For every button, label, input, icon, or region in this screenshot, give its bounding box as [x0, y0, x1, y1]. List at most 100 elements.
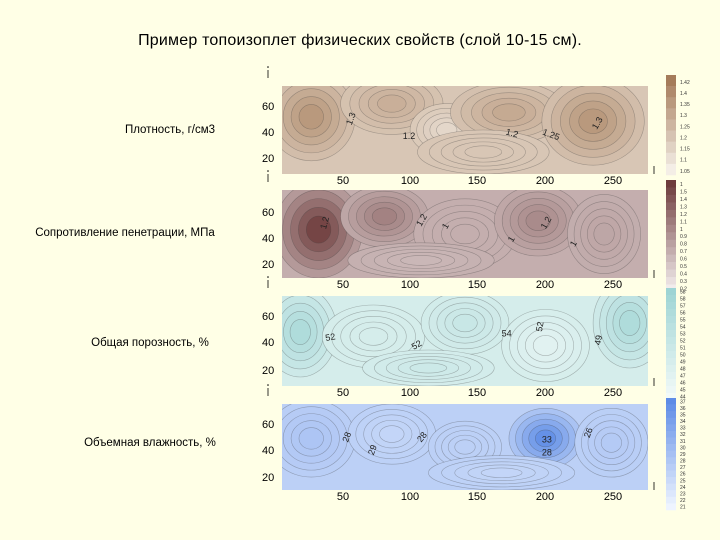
contour-label: 1.2 [403, 131, 416, 141]
legend-value: 1.42 [680, 80, 690, 86]
contour-map [282, 296, 648, 386]
legend-swatch [666, 323, 676, 331]
legend-swatch [666, 86, 676, 98]
legend-swatch [666, 130, 676, 142]
y-tick-label: 20 [262, 365, 274, 377]
legend-value: 48 [680, 367, 686, 373]
legend-swatch [666, 295, 676, 303]
legend-value: 57 [680, 304, 686, 310]
legend-value: 1.35 [680, 102, 690, 108]
x-tick-label: 100 [401, 387, 419, 399]
legend-swatch [666, 302, 676, 310]
x-tick-label: 150 [468, 491, 486, 503]
contour-label: 28 [415, 430, 429, 444]
x-tick-label: 200 [536, 491, 554, 503]
legend-value: 27 [680, 465, 686, 471]
x-tick-label: 150 [468, 279, 486, 291]
legend-value: 24 [680, 485, 686, 491]
contour-map [282, 86, 648, 174]
legend-swatch [666, 398, 676, 405]
x-tick-label: 150 [468, 387, 486, 399]
legend-value: 36 [680, 406, 686, 412]
legend-swatch [666, 262, 676, 270]
legend-value: 0.3 [680, 279, 687, 285]
legend-swatch [666, 152, 676, 165]
legend-value: 25 [680, 478, 686, 484]
y-tick-label: 40 [262, 233, 274, 245]
legend-swatch [666, 187, 676, 196]
panel-label-density: Плотность, г/см3 [124, 124, 216, 136]
contour-map [282, 404, 648, 490]
y-tick-label: 60 [262, 311, 274, 323]
legend-value: 30 [680, 445, 686, 451]
x-tick-label: 50 [337, 387, 349, 399]
legend-value: 55 [680, 318, 686, 324]
legend-value: 1.05 [680, 169, 690, 175]
legend-value: 0.7 [680, 249, 687, 255]
legend-value: 47 [680, 374, 686, 380]
panel-label-moisture: Объемная влажность, % [84, 437, 216, 449]
legend-swatch [666, 477, 676, 484]
contour-label: 49 [593, 334, 605, 346]
x-tick-label: 250 [604, 175, 622, 187]
panel-density: 1.3 1.2 1.2 1.25 1.3 60 40 20 50 100 150 200 250 1.42… [262, 66, 690, 187]
legend-swatch [666, 344, 676, 352]
legend-value: 1.15 [680, 147, 690, 153]
legend-value: 1.1 [680, 219, 687, 225]
legend-swatch [666, 217, 676, 226]
legend-swatch [666, 337, 676, 345]
legend-value: 0.8 [680, 242, 687, 248]
y-tick-label: 20 [262, 259, 274, 271]
legend-swatch [666, 202, 676, 211]
legend-value: 1.1 [680, 158, 687, 164]
legend-swatch [666, 194, 676, 203]
legend-value: 1.4 [680, 91, 687, 97]
legend-swatch [666, 224, 676, 233]
contour-label: 52 [410, 338, 424, 352]
legend-value: 46 [680, 381, 686, 387]
legend-value: 1.5 [680, 189, 687, 195]
contour-label: 1.3 [344, 111, 358, 126]
legend-swatch [666, 503, 676, 511]
legend-swatch [666, 316, 676, 324]
legend-swatch [666, 437, 676, 445]
x-tick-label: 200 [536, 387, 554, 399]
legend-swatch [666, 417, 676, 425]
legend-swatch [666, 463, 676, 471]
legend-value: 58 [680, 297, 686, 303]
y-tick-label: 60 [262, 207, 274, 219]
contour-label: 52 [325, 331, 337, 343]
x-tick-label: 100 [401, 491, 419, 503]
legend-value: 54 [680, 325, 686, 331]
y-tick-label: 40 [262, 337, 274, 349]
legend-swatch [666, 330, 676, 338]
legend-value: 56 [680, 311, 686, 317]
legend-value: 26 [680, 472, 686, 478]
contour-map [282, 190, 648, 278]
x-tick-label: 250 [604, 491, 622, 503]
legend-value: 1.25 [680, 124, 690, 130]
legend-value: 1.2 [680, 212, 687, 218]
legend-value: 32 [680, 432, 686, 438]
legend-value: 0.9 [680, 234, 687, 240]
legend-swatch [666, 444, 676, 452]
legend-value: 0.2 [680, 287, 687, 293]
legend-swatch [666, 411, 676, 419]
legend-swatch [666, 108, 676, 120]
contour-label: 1 [506, 234, 517, 243]
x-tick-label: 200 [536, 175, 554, 187]
legend-swatch [666, 288, 676, 296]
legend-swatch [666, 75, 676, 87]
legend-swatch [666, 490, 676, 498]
legend-value: 1 [680, 227, 683, 233]
legend-value: 34 [680, 419, 686, 425]
y-tick-label: 60 [262, 101, 274, 113]
legend-swatch [666, 239, 676, 248]
legend-value: 29 [680, 452, 686, 458]
contour-label: 28 [542, 448, 552, 458]
contour-label: 54 [502, 329, 512, 339]
legend-value: 1.2 [680, 135, 687, 141]
contour-label: 26 [582, 426, 595, 439]
legend-value: 28 [680, 459, 686, 465]
